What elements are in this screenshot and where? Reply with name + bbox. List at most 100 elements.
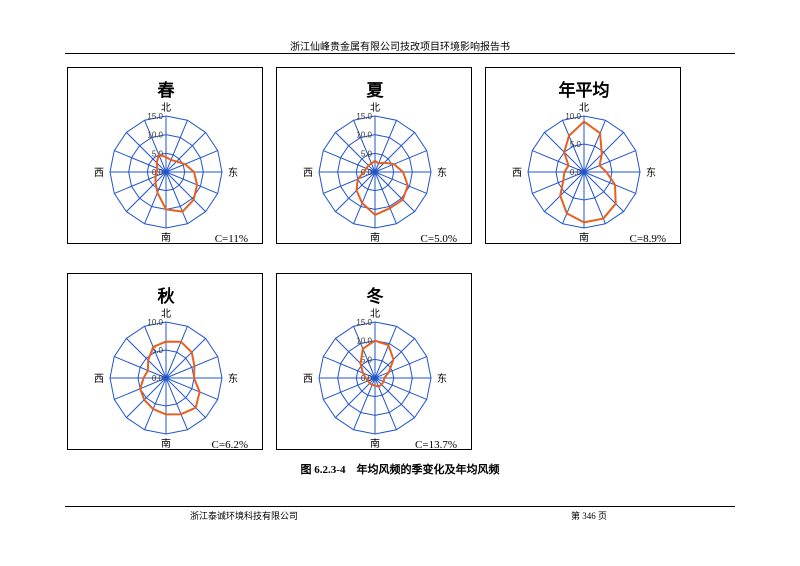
- ring-label: 5.0: [361, 149, 373, 158]
- footer-company: 浙江泰诚环境科技有限公司: [190, 511, 299, 521]
- spoke-SE: [374, 171, 415, 212]
- spoke-ENE: [374, 356, 427, 379]
- ring-label: 0.0: [152, 374, 164, 383]
- spoke-NW: [126, 132, 167, 173]
- calm-frequency-label: C=11%: [215, 233, 248, 245]
- chart-spring: 0.0 5.0 10.0 15.0 北东南 西 春 C=11%: [67, 67, 263, 245]
- chart-summer: 0.0 5.0 10.0 15.0 北东南 西 夏 C=5.0%: [276, 67, 472, 245]
- direction-label-east: 东: [228, 166, 238, 179]
- spoke-WNW: [114, 356, 167, 379]
- radar-grid: [527, 115, 641, 229]
- ring-label: 10.0: [565, 112, 581, 121]
- spoke-ENE: [583, 150, 636, 173]
- direction-label-east: 东: [228, 372, 238, 385]
- spoke-WSW: [114, 171, 167, 194]
- calm-frequency-label: C=6.2%: [212, 439, 248, 451]
- spoke-NW: [126, 338, 167, 379]
- direction-label-east: 东: [437, 166, 447, 179]
- wind-frequency-series: [139, 340, 201, 416]
- spoke-ESE: [165, 377, 218, 400]
- spoke-SW: [544, 171, 585, 212]
- direction-label-north: 北: [370, 308, 380, 320]
- radar-grid: [109, 321, 223, 435]
- spoke-ENE: [374, 150, 427, 173]
- direction-label-north: 北: [161, 308, 171, 320]
- direction-label-west: 西: [94, 168, 104, 179]
- radar-grid: [318, 321, 432, 435]
- spoke-SE: [165, 171, 206, 212]
- direction-label-north: 北: [370, 102, 380, 114]
- spoke-NE: [583, 132, 624, 173]
- spoke-SW: [335, 377, 376, 418]
- ring-label: 10.0: [356, 337, 372, 346]
- spoke-ESE: [583, 171, 636, 194]
- ring-label: 0.0: [570, 168, 582, 177]
- direction-label-west: 西: [303, 374, 313, 385]
- ring-label: 0.0: [152, 168, 164, 177]
- spoke-WNW: [323, 356, 376, 379]
- spoke-NNW: [353, 326, 376, 379]
- spoke-WSW: [323, 171, 376, 194]
- ring-label: 5.0: [152, 346, 164, 355]
- ring-label: 15.0: [147, 112, 163, 121]
- calm-frequency-label: C=8.9%: [630, 233, 666, 245]
- spoke-NNE: [583, 120, 606, 173]
- ring-label: 10.0: [356, 131, 372, 140]
- spoke-NE: [374, 132, 415, 173]
- spoke-NNW: [562, 120, 585, 173]
- ring-label: 5.0: [152, 149, 164, 158]
- spoke-SSE: [583, 171, 606, 224]
- direction-label-south: 南: [370, 231, 380, 244]
- spoke-ENE: [165, 356, 218, 379]
- spoke-NNE: [374, 326, 397, 379]
- direction-label-west: 西: [303, 168, 313, 179]
- spoke-NNW: [144, 326, 167, 379]
- ring-label: 0.0: [361, 168, 373, 177]
- footer-page-number: 第 346 页: [571, 511, 608, 521]
- spoke-NE: [374, 338, 415, 379]
- chart-title: 春: [158, 80, 175, 101]
- chart-title: 秋: [158, 286, 176, 307]
- direction-label-south: 南: [161, 437, 171, 450]
- radar-grid: [318, 115, 432, 229]
- chart-autumn: 0.0 5.0 10.0 北东南 西 秋 C=6.2%: [67, 273, 263, 451]
- spoke-WSW: [532, 171, 585, 194]
- chart-title: 夏: [367, 81, 385, 101]
- spoke-ESE: [374, 171, 427, 194]
- spoke-NW: [335, 338, 376, 379]
- spoke-WSW: [323, 377, 376, 400]
- chart-annual: 0.0 5.0 10.0 北东南 西 年平均 C=8.9%: [485, 67, 681, 245]
- ring-label: 5.0: [361, 355, 373, 364]
- spoke-SSW: [353, 171, 376, 224]
- direction-label-south: 南: [579, 231, 589, 244]
- spoke-ESE: [165, 171, 218, 194]
- spoke-NNE: [165, 326, 188, 379]
- direction-label-east: 东: [646, 166, 656, 179]
- direction-label-north: 北: [161, 102, 171, 114]
- radar-grid: [109, 115, 223, 229]
- figure-caption: 图 6.2.3-4 年均风频的季变化及年均风频: [300, 464, 500, 476]
- ring-label: 10.0: [147, 131, 163, 140]
- direction-label-south: 南: [161, 231, 171, 244]
- calm-frequency-label: C=5.0%: [421, 233, 457, 245]
- ring-label: 5.0: [570, 140, 582, 149]
- spoke-WNW: [532, 150, 585, 173]
- spoke-NE: [165, 132, 206, 173]
- footer-rule: [65, 506, 735, 507]
- wind-frequency-series: [559, 120, 617, 224]
- spoke-SE: [583, 171, 624, 212]
- ring-label: 15.0: [356, 318, 372, 327]
- spoke-SSE: [165, 171, 188, 224]
- direction-label-west: 西: [94, 374, 104, 385]
- page-header: 浙江仙峰贵金属有限公司技改项目环境影响报告书: [290, 42, 510, 53]
- spoke-NNW: [144, 120, 167, 173]
- calm-frequency-label: C=13.7%: [415, 439, 457, 451]
- spoke-SSW: [353, 377, 376, 430]
- chart-title: 冬: [367, 286, 384, 307]
- header-rule: [65, 53, 735, 54]
- chart-title: 年平均: [559, 80, 610, 101]
- spoke-SW: [126, 171, 167, 212]
